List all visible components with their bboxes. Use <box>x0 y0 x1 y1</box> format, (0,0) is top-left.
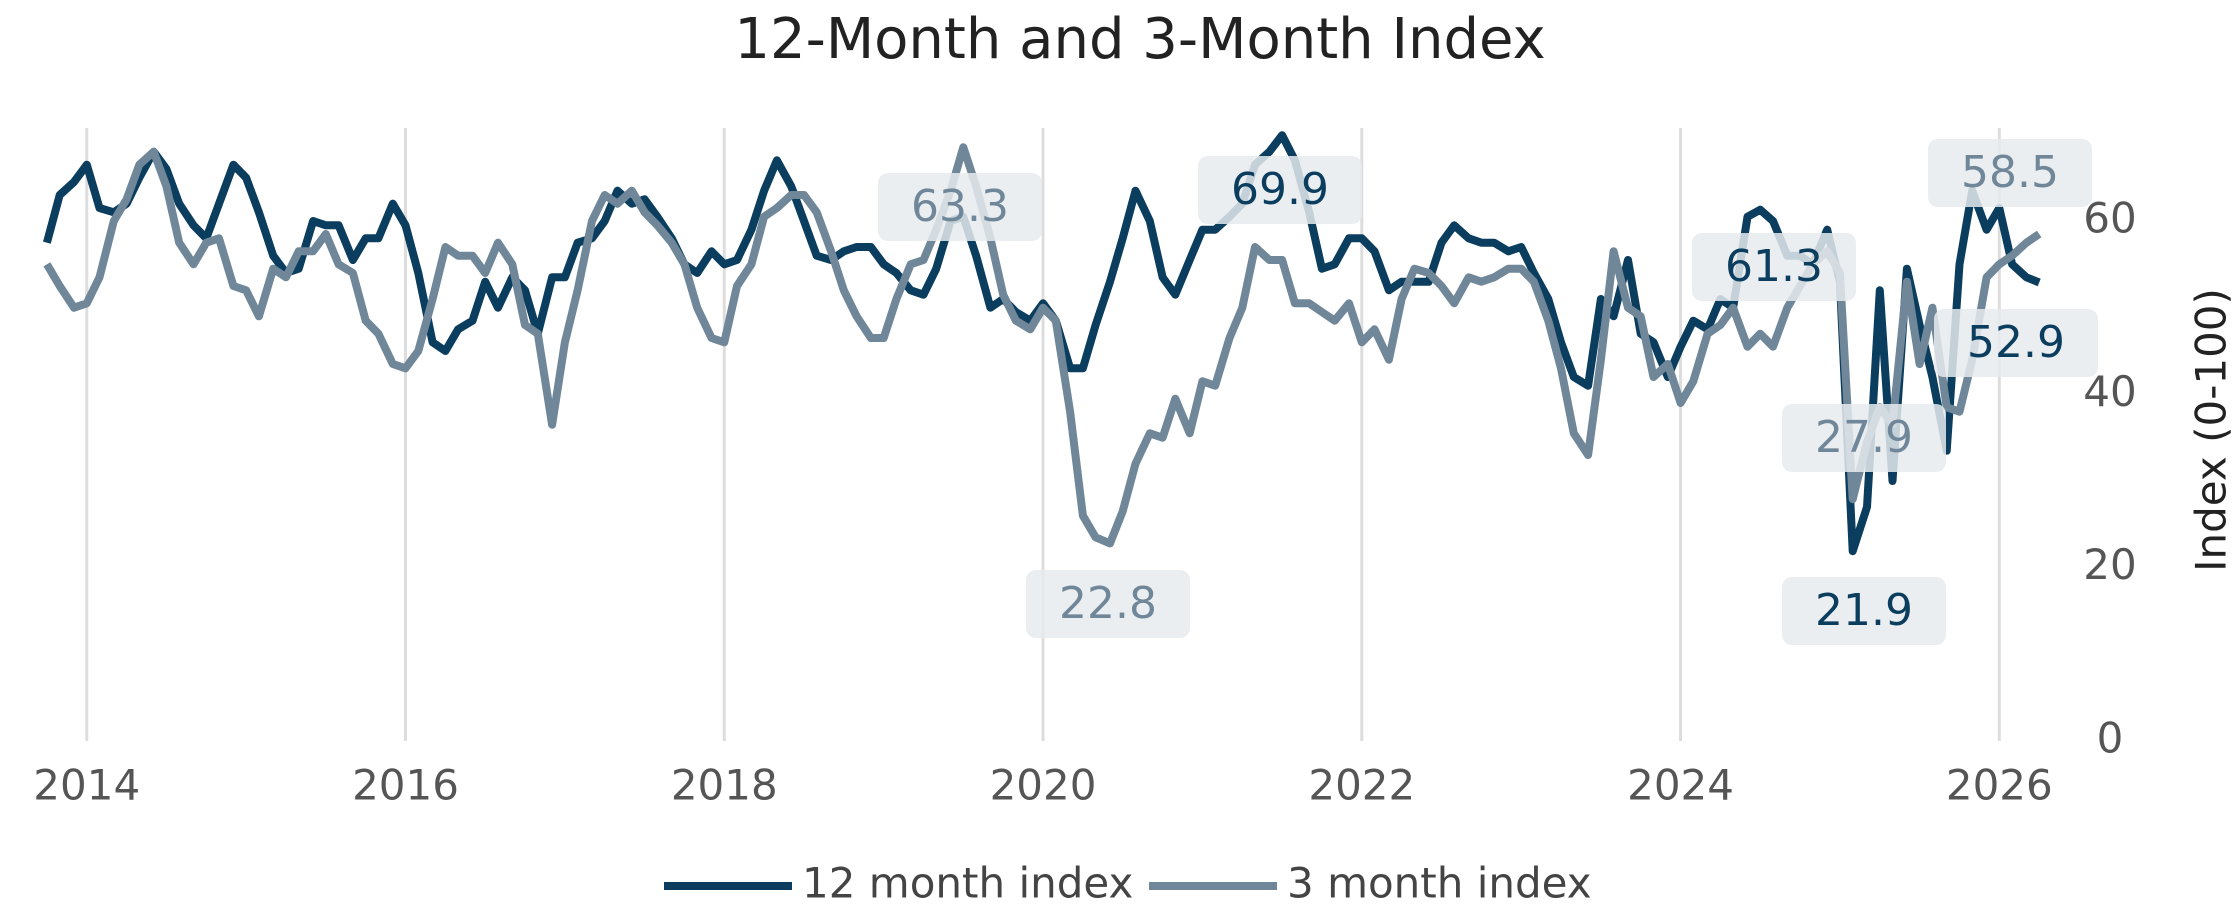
y-axis-label: Index (0-100) <box>2187 288 2236 572</box>
annotation-label: 52.9 <box>1967 317 2065 368</box>
annotation-label: 61.3 <box>1725 241 1823 292</box>
annotation-label: 69.9 <box>1231 164 1329 215</box>
annotation-box <box>1934 309 2098 377</box>
legend-label: 3 month index <box>1287 859 1592 908</box>
annotation-label: 22.8 <box>1059 578 1157 629</box>
annotation-box <box>878 173 1042 241</box>
annotation-box <box>1782 404 1946 472</box>
y-tick-label: 60 <box>2083 194 2136 243</box>
x-tick-label: 2026 <box>1946 761 2053 810</box>
y-tick-label: 20 <box>2083 540 2136 589</box>
annotation-label: 27.9 <box>1815 412 1913 463</box>
y-tick-label: 0 <box>2097 714 2124 763</box>
annotation-box <box>1782 577 1946 645</box>
annotation-box <box>1692 233 1856 301</box>
annotation-label: 58.5 <box>1961 147 2059 198</box>
annotation-box <box>1198 156 1362 224</box>
x-tick-label: 2014 <box>33 761 140 810</box>
annotation-label: 63.3 <box>911 181 1009 232</box>
annotation-label: 21.9 <box>1815 585 1913 636</box>
series-line <box>43 143 2042 548</box>
x-tick-label: 2020 <box>990 761 1097 810</box>
chart-title: 12-Month and 3-Month Index <box>734 7 1545 72</box>
x-tick-label: 2016 <box>352 761 459 810</box>
legend-label: 12 month index <box>802 859 1133 908</box>
annotation-box <box>1928 139 2092 207</box>
x-tick-label: 2024 <box>1627 761 1734 810</box>
x-tick-label: 2022 <box>1308 761 1415 810</box>
annotation-box <box>1026 570 1190 638</box>
x-tick-label: 2018 <box>671 761 778 810</box>
